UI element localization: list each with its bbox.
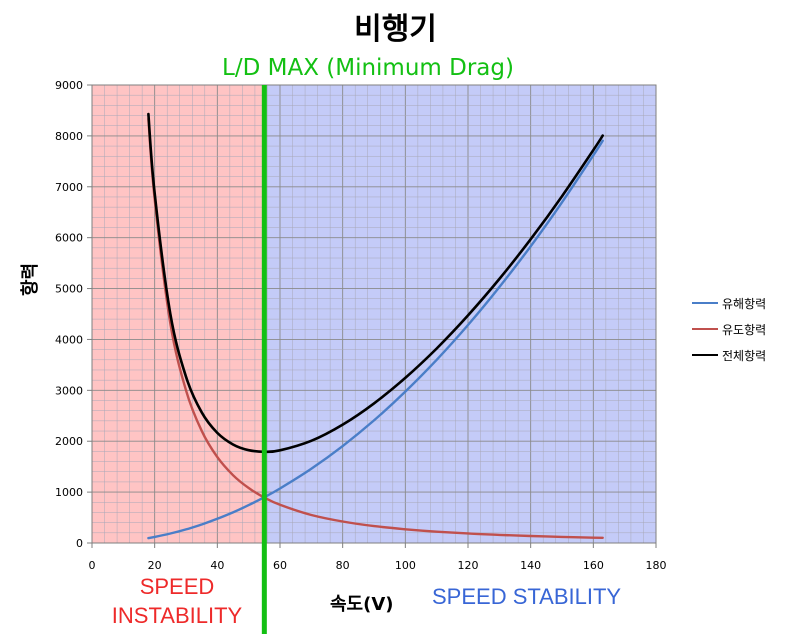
chart-tick-labels: 0 20 40 60 80 100 120 140 160 180 0 1000 2000 3000 400… — [55, 79, 667, 572]
y-tick-label: 3000 — [55, 384, 83, 397]
x-tick-label: 80 — [336, 559, 350, 572]
legend-swatch — [692, 328, 718, 330]
y-tick-label: 4000 — [55, 333, 83, 346]
y-tick-label: 0 — [76, 537, 83, 550]
series-line-0 — [147, 139, 604, 540]
legend-label: 유해항력 — [722, 296, 767, 311]
x-tick-label: 140 — [520, 559, 541, 572]
chart-title: 비행기 — [354, 12, 437, 47]
x-tick-label: 20 — [148, 559, 162, 572]
y-tick-label: 6000 — [55, 232, 83, 245]
x-tick-label: 0 — [89, 559, 96, 572]
plot-area-border — [91, 84, 657, 544]
y-tick-label: 2000 — [55, 435, 83, 448]
series-line-1 — [147, 117, 604, 539]
y-tick-label: 5000 — [55, 283, 83, 296]
chart-regions — [92, 85, 656, 543]
x-tick-label: 40 — [210, 559, 224, 572]
chart-legend: 유해항력 유도항력 전체항력 — [692, 290, 766, 368]
legend-item-induced-drag: 유도항력 — [692, 316, 766, 342]
legend-swatch — [692, 354, 718, 356]
legend-item-total-drag: 전체항력 — [692, 342, 766, 368]
x-tick-label: 60 — [273, 559, 287, 572]
x-tick-label: 100 — [395, 559, 416, 572]
speed-instability-label: SPEED INSTABILITY — [111, 574, 243, 628]
legend-label: 유도항력 — [722, 322, 767, 337]
y-tick-label: 8000 — [55, 130, 83, 143]
series-line-2 — [147, 112, 604, 454]
y-tick-label: 7000 — [55, 181, 83, 194]
legend-item-parasite-drag: 유해항력 — [692, 290, 766, 316]
y-tick-label: 1000 — [55, 486, 83, 499]
y-tick-label: 9000 — [55, 79, 83, 92]
x-tick-label: 120 — [458, 559, 479, 572]
legend-swatch — [692, 302, 718, 304]
speed-stability-label: SPEED STABILITY — [432, 584, 622, 609]
x-tick-label: 180 — [646, 559, 667, 572]
x-axis-label: 속도(V) — [330, 594, 394, 615]
chart-series — [147, 112, 604, 540]
region-1 — [264, 85, 656, 543]
legend-label: 전체항력 — [722, 348, 767, 363]
y-axis-label: 항력 — [20, 262, 41, 296]
x-tick-label: 160 — [583, 559, 604, 572]
region-0 — [92, 85, 265, 543]
chart-axes — [87, 84, 657, 548]
chart-subtitle: L/D MAX (Minimum Drag) — [222, 55, 514, 81]
